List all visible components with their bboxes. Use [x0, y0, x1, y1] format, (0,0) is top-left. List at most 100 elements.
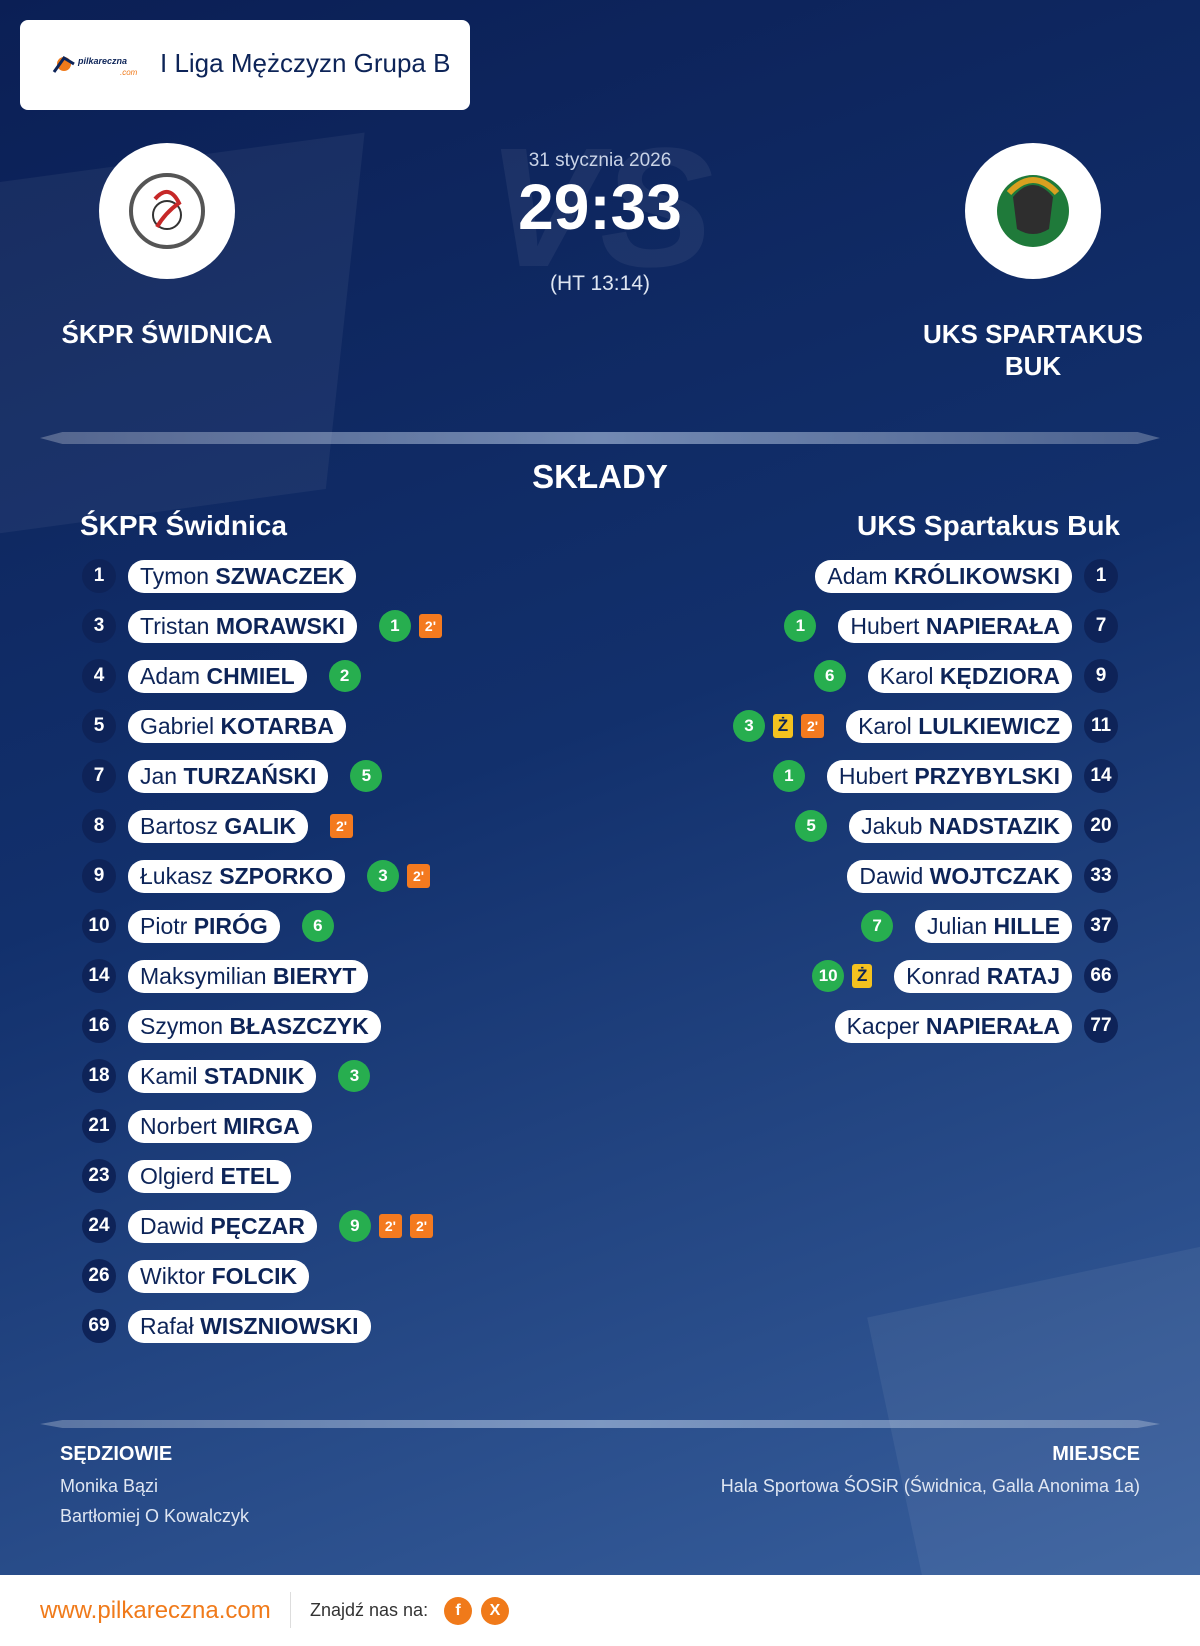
home-lineup-title: ŚKPR Świdnica — [80, 510, 287, 541]
player-row: 9 Łukasz SZPORKO 3 2' — [82, 858, 431, 894]
last-name: TURZAŃSKI — [183, 762, 317, 789]
section-title: SKŁADY — [532, 458, 668, 495]
goals-badge: 5 — [795, 810, 828, 842]
half-time: (HT 13:14) — [550, 272, 650, 295]
events: 6 — [813, 660, 846, 692]
player-row: 11 Karol LULKIEWICZ 3 Ż 2' — [732, 708, 1118, 744]
goals-badge: 1 — [784, 610, 817, 642]
goals-badge: 7 — [861, 910, 894, 942]
events: 3 2' — [367, 860, 431, 892]
shirt-number: 16 — [82, 1009, 116, 1043]
last-name: SZWACZEK — [215, 562, 345, 589]
last-name: WISZNIOWSKI — [200, 1312, 359, 1339]
goals-badge: 10 — [812, 960, 845, 992]
player-row: 14 Maksymilian BIERYT — [82, 958, 390, 994]
shirt-number: 14 — [1084, 759, 1118, 793]
first-name: Adam — [827, 562, 888, 589]
first-name: Wiktor — [140, 1262, 206, 1289]
card-badge: 2' — [418, 614, 443, 638]
first-name: Tristan — [140, 612, 210, 639]
player-row: 7 Hubert NAPIERAŁA 1 — [784, 608, 1118, 644]
social-facebook[interactable]: f — [444, 1597, 472, 1625]
player-name: Tymon SZWACZEK — [128, 559, 357, 593]
last-name: STADNIK — [203, 1062, 305, 1089]
player-name: Hubert NAPIERAŁA — [838, 609, 1072, 643]
events: 5 — [350, 760, 383, 792]
player-row: 10 Piotr PIRÓG 6 — [82, 908, 334, 944]
last-name: MIRGA — [223, 1112, 300, 1139]
player-name: Jakub NADSTAZIK — [849, 809, 1072, 843]
venue-title: MIEJSCE — [1052, 1443, 1140, 1465]
officials-title: SĘDZIOWIE — [60, 1443, 173, 1465]
last-name: PIRÓG — [193, 912, 268, 939]
site-link[interactable]: www.pilkareczna.com — [40, 1597, 271, 1624]
player-name: Olgierd ETEL — [128, 1159, 292, 1193]
player-row: 9 Karol KĘDZIORA 6 — [813, 658, 1118, 694]
player-row: 23 Olgierd ETEL — [82, 1158, 313, 1194]
last-name: MORAWSKI — [215, 612, 345, 639]
player-row: 3 Tristan MORAWSKI 1 2' — [82, 608, 443, 644]
last-name: KĘDZIORA — [939, 662, 1060, 689]
player-row: 18 Kamil STADNIK 3 — [82, 1058, 371, 1094]
goals-badge: 3 — [732, 710, 765, 742]
logo-text: pilkareczna — [78, 56, 128, 66]
events: 6 — [301, 910, 334, 942]
goals-badge: 3 — [367, 860, 399, 892]
player-row: 8 Bartosz GALIK 2' — [82, 808, 354, 844]
first-name: Piotr — [140, 912, 188, 939]
player-name: Dawid PĘCZAR — [128, 1209, 317, 1243]
venue: Hala Sportowa ŚOSiR (Świdnica, Galla Ano… — [720, 1476, 1140, 1496]
crest-art — [129, 173, 205, 249]
player-row: 33 Dawid WOJTCZAK — [825, 858, 1118, 894]
shirt-number: 7 — [82, 759, 116, 793]
player-row: 7 Jan TURZAŃSKI 5 — [82, 758, 383, 794]
player-name: Kacper NAPIERAŁA — [834, 1009, 1072, 1043]
player-name: Karol KĘDZIORA — [867, 659, 1072, 693]
first-name: Olgierd — [140, 1162, 215, 1189]
card-badge: 2' — [407, 864, 431, 888]
player-row: 4 Adam CHMIEL 2 — [82, 658, 361, 694]
shirt-number: 11 — [1084, 709, 1118, 743]
player-name: Kamil STADNIK — [128, 1059, 317, 1093]
goals-badge: 9 — [338, 1210, 371, 1242]
away-crest — [965, 143, 1101, 279]
first-name: Hubert — [838, 762, 908, 789]
first-name: Bartosz — [140, 812, 218, 839]
league-title: I Liga Mężczyzn Grupa B — [160, 48, 451, 78]
first-name: Norbert — [140, 1112, 217, 1139]
events: 2' — [329, 814, 354, 838]
player-row: 20 Jakub NADSTAZIK 5 — [795, 808, 1118, 844]
separator — [290, 1592, 291, 1628]
goals-badge: 6 — [301, 910, 334, 942]
player-name: Konrad RATAJ — [894, 959, 1072, 993]
events: 5 — [795, 810, 828, 842]
shirt-number: 8 — [82, 809, 116, 843]
player-name: Łukasz SZPORKO — [128, 859, 345, 893]
events: 1 2' — [378, 610, 443, 642]
last-name: KOTARBA — [220, 712, 334, 739]
last-name: BŁASZCZYK — [229, 1012, 369, 1039]
first-name: Adam — [140, 662, 201, 689]
shirt-number: 1 — [82, 559, 116, 593]
events: 3 Ż 2' — [732, 710, 825, 742]
player-row: 21 Norbert MIRGA — [82, 1108, 334, 1144]
find-us: Znajdź nas na: — [310, 1600, 429, 1620]
first-name: Karol — [879, 662, 934, 689]
card-badge: 2' — [378, 1214, 402, 1238]
divider — [40, 1420, 1160, 1428]
player-name: Rafał WISZNIOWSKI — [128, 1309, 371, 1343]
shirt-number: 9 — [1084, 659, 1118, 693]
last-name: KRÓLIKOWSKI — [893, 562, 1060, 589]
last-name: NADSTAZIK — [928, 812, 1060, 839]
divider — [40, 432, 1160, 444]
player-name: Adam CHMIEL — [128, 659, 307, 693]
official: Monika Bązi — [60, 1476, 159, 1496]
social-x[interactable]: X — [481, 1597, 509, 1625]
last-name: RATAJ — [986, 962, 1060, 989]
player-name: Wiktor FOLCIK — [128, 1259, 310, 1293]
player-name: Szymon BŁASZCZYK — [128, 1009, 381, 1043]
player-row: 66 Konrad RATAJ 10 Ż — [812, 958, 1118, 994]
player-row: 24 Dawid PĘCZAR 9 2' 2' — [82, 1208, 434, 1244]
goals-badge: 2 — [328, 660, 361, 692]
